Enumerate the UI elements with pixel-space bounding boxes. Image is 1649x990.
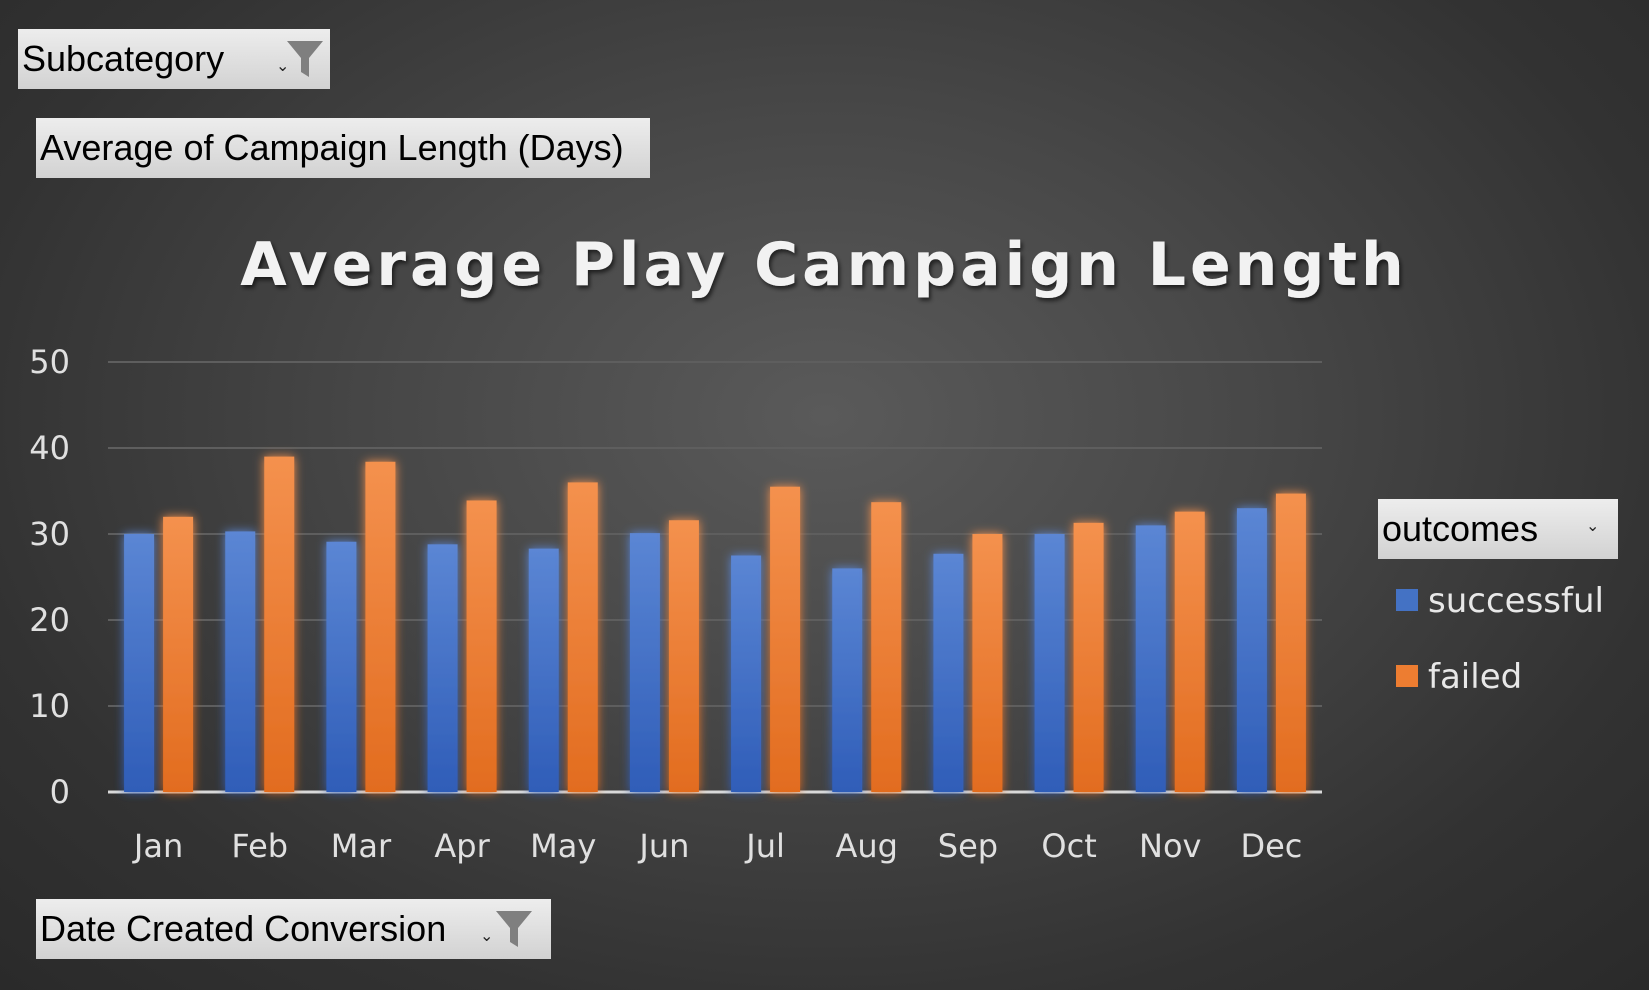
bar-successful-feb[interactable] bbox=[225, 531, 256, 792]
funnel-filter-icon bbox=[496, 911, 532, 947]
legend-label-failed[interactable]: failed bbox=[1428, 657, 1522, 697]
y-tick-label: 0 bbox=[50, 773, 70, 811]
bar-failed-sep[interactable] bbox=[972, 534, 1003, 792]
bar-failed-feb[interactable] bbox=[264, 456, 295, 792]
y-tick-label: 10 bbox=[29, 687, 70, 725]
bars bbox=[124, 456, 1306, 793]
x-tick-label: Jan bbox=[132, 827, 183, 865]
bar-failed-mar[interactable] bbox=[365, 461, 396, 792]
gridlines bbox=[108, 361, 1322, 794]
value-field-label: Average of Campaign Length (Days) bbox=[40, 127, 624, 168]
bar-successful-apr[interactable] bbox=[427, 544, 458, 792]
x-tick-label: Feb bbox=[231, 827, 288, 865]
date-created-filter-button[interactable]: Date Created Conversion ⌄ bbox=[36, 899, 551, 959]
bar-failed-dec[interactable] bbox=[1275, 493, 1306, 792]
x-tick-label: Nov bbox=[1139, 827, 1201, 865]
bar-successful-mar[interactable] bbox=[326, 541, 357, 792]
outcomes-filter-label: outcomes bbox=[1382, 508, 1539, 549]
bar-successful-nov[interactable] bbox=[1135, 525, 1166, 792]
y-tick-label: 30 bbox=[29, 515, 70, 553]
bar-successful-jan[interactable] bbox=[124, 534, 155, 792]
y-tick-label: 50 bbox=[29, 343, 70, 381]
dropdown-arrow-icon: ⌄ bbox=[480, 928, 494, 945]
bar-successful-may[interactable] bbox=[528, 548, 559, 792]
outcomes-legend-filter-button[interactable]: outcomes ⌄ bbox=[1378, 499, 1618, 559]
funnel-filter-icon bbox=[287, 41, 323, 77]
bar-successful-jun[interactable] bbox=[629, 533, 660, 792]
x-tick-label: Jun bbox=[637, 827, 689, 865]
bar-successful-oct[interactable] bbox=[1034, 534, 1065, 792]
bar-failed-may[interactable] bbox=[567, 482, 598, 792]
bar-failed-oct[interactable] bbox=[1073, 522, 1104, 792]
y-axis-ticks: 0 10 20 30 40 50 bbox=[29, 343, 70, 811]
dropdown-arrow-icon: ⌄ bbox=[276, 58, 290, 75]
x-tick-label: Oct bbox=[1041, 827, 1096, 865]
x-tick-label: Apr bbox=[434, 827, 490, 865]
subcategory-filter-button[interactable]: Subcategory ⌄ bbox=[18, 29, 330, 89]
dropdown-arrow-icon: ⌄ bbox=[1586, 518, 1600, 535]
y-tick-label: 40 bbox=[29, 429, 70, 467]
bar-failed-nov[interactable] bbox=[1174, 511, 1205, 792]
bar-failed-jan[interactable] bbox=[163, 516, 194, 792]
bar-successful-sep[interactable] bbox=[933, 553, 964, 792]
x-tick-label: Mar bbox=[331, 827, 392, 865]
legend-swatch-successful bbox=[1396, 589, 1418, 611]
legend-label-successful[interactable]: successful bbox=[1428, 581, 1604, 621]
bar-failed-jun[interactable] bbox=[668, 520, 699, 792]
subcategory-filter-label: Subcategory bbox=[22, 38, 225, 79]
bar-failed-aug[interactable] bbox=[871, 502, 902, 792]
x-tick-label: May bbox=[530, 827, 596, 865]
bar-successful-dec[interactable] bbox=[1236, 508, 1267, 792]
bar-failed-jul[interactable] bbox=[770, 486, 801, 792]
x-tick-label: Jul bbox=[744, 827, 785, 865]
x-axis-ticks: Jan Feb Mar Apr May Jun Jul Aug Sep Oct Nov Dec bbox=[132, 827, 1302, 865]
legend: successful failed bbox=[1396, 581, 1604, 697]
chart-title: Average Play Campaign Length bbox=[240, 230, 1407, 300]
legend-swatch-failed bbox=[1396, 665, 1418, 687]
bar-successful-jul[interactable] bbox=[731, 555, 762, 793]
y-tick-label: 20 bbox=[29, 601, 70, 639]
value-field-button[interactable]: Average of Campaign Length (Days) bbox=[36, 118, 650, 178]
x-tick-label: Sep bbox=[938, 827, 998, 865]
date-created-filter-label: Date Created Conversion bbox=[40, 908, 447, 949]
bar-successful-aug[interactable] bbox=[832, 568, 863, 792]
x-tick-label: Dec bbox=[1240, 827, 1302, 865]
bar-failed-apr[interactable] bbox=[466, 500, 497, 792]
x-tick-label: Aug bbox=[836, 827, 898, 865]
